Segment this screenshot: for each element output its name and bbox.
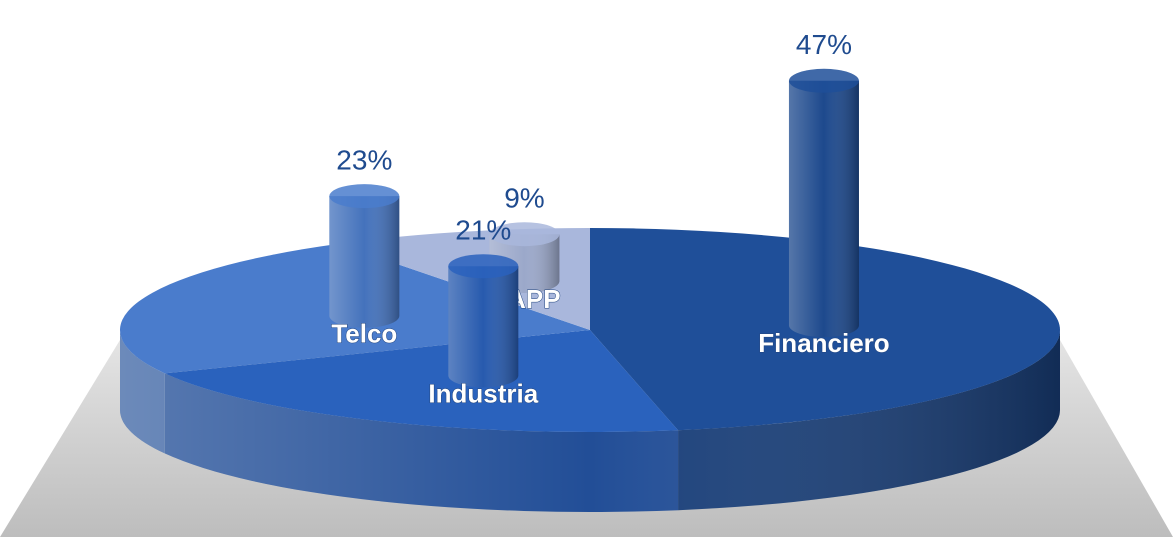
value-label: 23% (336, 145, 392, 176)
value-label: 21% (455, 215, 511, 246)
value-label: 9% (504, 183, 544, 214)
cylinder-shade (329, 196, 400, 328)
cylinder-top (788, 68, 859, 93)
cylinder-top (329, 184, 400, 209)
category-label: Financiero (758, 328, 889, 358)
cylinder-shade (448, 266, 519, 388)
side-shade (120, 330, 1060, 512)
category-label: Telco (331, 319, 397, 349)
category-label: Industria (428, 378, 538, 408)
slice (164, 330, 679, 432)
cylinder-shade (788, 80, 859, 338)
value-label: 47% (796, 29, 852, 60)
cylinder-top (448, 254, 519, 279)
cylinder-top (489, 222, 560, 247)
